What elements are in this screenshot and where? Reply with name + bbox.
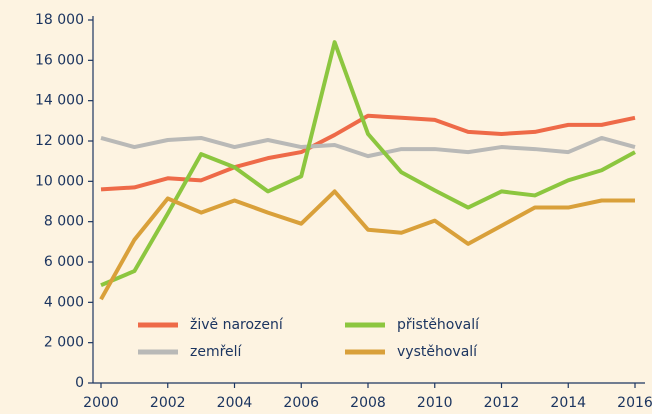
x-tick-label: 2000: [83, 395, 119, 411]
line: [100, 135, 636, 159]
y-tick-label: 2 000: [44, 335, 84, 351]
y-tick-label: 12 000: [35, 133, 84, 149]
legend-label: vystěhovalí: [397, 344, 478, 360]
legend-label: živě narození: [190, 317, 284, 333]
y-tick-label: 8 000: [44, 214, 84, 230]
y-tick-label: 18 000: [35, 12, 84, 28]
y-tick-label: 0: [75, 375, 84, 391]
y-tick-label: 16 000: [35, 52, 84, 68]
line: [100, 113, 636, 192]
x-tick-label: 2010: [417, 395, 453, 411]
y-tick-label: 14 000: [35, 93, 84, 109]
x-tick-label: 2002: [150, 395, 186, 411]
line: [100, 40, 636, 288]
line: [99, 189, 635, 301]
x-tick-label: 2008: [350, 395, 386, 411]
x-tick-label: 2006: [283, 395, 319, 411]
x-tick-label: 2012: [484, 395, 520, 411]
x-tick-label: 2004: [217, 395, 253, 411]
y-tick-label: 4 000: [44, 294, 84, 310]
legend-label: přistěhovalí: [397, 317, 480, 333]
x-tick-label: 2014: [550, 395, 586, 411]
x-tick-label: 2016: [617, 395, 652, 411]
y-tick-label: 10 000: [35, 173, 84, 189]
y-tick-label: 6 000: [44, 254, 84, 270]
legend-label: zemřelí: [190, 344, 243, 360]
